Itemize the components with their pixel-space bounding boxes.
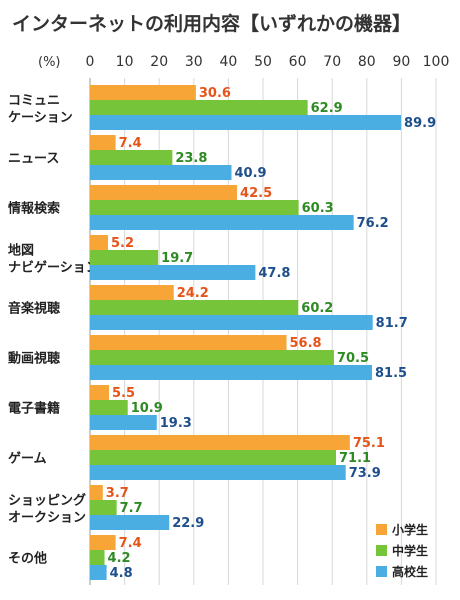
category-label: ゲーム [8,451,47,467]
bars [90,85,402,580]
legend-swatch [376,566,387,577]
value-label: 19.7 [161,251,193,266]
bar [90,515,170,530]
category-label: 地図ナビゲーション [8,243,99,276]
bar [90,250,159,265]
bar [90,215,354,230]
bar [90,465,346,480]
value-label: 3.7 [106,486,129,501]
category-label: 動画視聴 [8,351,60,367]
bar [90,85,196,100]
x-tick-label: 10 [116,54,134,70]
value-label: 60.3 [302,201,334,216]
unit-label: (%) [38,55,61,70]
x-tick-label: 70 [323,54,341,70]
category-label: その他 [8,551,47,567]
category-label: ショッピングオークション [8,493,86,526]
value-label: 19.3 [160,416,192,431]
value-label: 23.8 [175,151,207,166]
legend-label: 中学生 [392,543,428,558]
category-label: 音楽視聴 [8,301,60,317]
value-label: 81.7 [376,316,408,331]
bar [90,265,256,280]
value-label: 47.8 [258,266,290,281]
bar [90,435,350,450]
value-label: 56.8 [290,336,322,351]
bar [90,200,299,215]
value-label: 22.9 [172,516,204,531]
value-label: 7.4 [119,536,142,551]
bar [90,315,373,330]
value-label: 76.2 [357,216,389,231]
x-tick-label: 90 [392,54,410,70]
legend-swatch [376,524,387,535]
category-label: ニュース [8,152,59,167]
legend-label: 高校生 [392,564,428,579]
value-label: 60.2 [301,301,333,316]
value-label: 5.5 [112,386,135,401]
bar [90,450,337,465]
value-label: 89.9 [404,116,436,131]
bar [90,350,334,365]
x-tick-label: 0 [86,54,95,70]
value-label: 75.1 [353,436,385,451]
category-label: 情報検索 [8,201,60,217]
value-label: 4.8 [110,566,133,581]
bar [90,300,299,315]
bar [90,385,110,400]
bar [90,400,128,415]
category-label: コミュニケーション [8,94,73,126]
x-axis-ticks: 0 10 20 30 40 50 60 70 80 90 100 [86,54,450,70]
value-label: 42.5 [240,186,272,201]
bar [90,335,287,350]
bar [90,185,238,200]
value-label: 62.9 [311,101,343,116]
x-tick-label: 60 [289,54,307,70]
value-label: 24.2 [177,286,209,301]
value-label: 10.9 [131,401,163,416]
value-label: 73.9 [349,466,381,481]
value-label: 5.2 [111,236,134,251]
value-label: 71.1 [339,451,371,466]
bar [90,150,173,165]
bar [90,165,232,180]
value-label: 70.5 [337,351,369,366]
legend-swatch [376,545,387,556]
x-tick-label: 40 [219,54,237,70]
category-labels: コミュニケーションニュース情報検索地図ナビゲーション音楽視聴動画視聴電子書籍ゲー… [8,94,99,567]
bar [90,135,116,150]
x-tick-label: 20 [150,54,168,70]
value-labels: 30.6 62.9 89.9 7.4 23.8 40.9 42.5 60.3 76.2 5.2 19… [106,86,436,581]
value-label: 81.5 [375,366,407,381]
bar [90,550,105,565]
x-tick-label: 50 [254,54,272,70]
bar [90,365,372,380]
x-tick-label: 100 [423,54,450,70]
bar [90,485,103,500]
value-label: 7.4 [119,136,142,151]
bar [90,500,117,515]
bar [90,285,174,300]
x-tick-label: 30 [185,54,203,70]
value-label: 30.6 [199,86,231,101]
category-label: 電子書籍 [8,401,60,417]
bar [90,415,157,430]
x-tick-label: 80 [358,54,376,70]
legend-label: 小学生 [392,522,428,537]
chart-title: インターネットの利用内容【いずれかの機器】 [12,12,411,35]
value-label: 7.7 [120,501,143,516]
bar [90,100,308,115]
bar [90,565,107,580]
bar [90,535,116,550]
value-label: 40.9 [235,166,267,181]
value-label: 4.2 [108,551,131,566]
bar [90,115,402,130]
bar [90,235,108,250]
